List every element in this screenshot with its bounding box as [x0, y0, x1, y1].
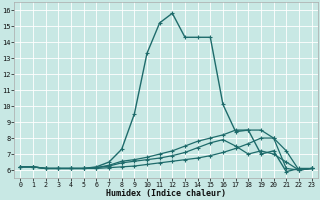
X-axis label: Humidex (Indice chaleur): Humidex (Indice chaleur) — [106, 189, 226, 198]
